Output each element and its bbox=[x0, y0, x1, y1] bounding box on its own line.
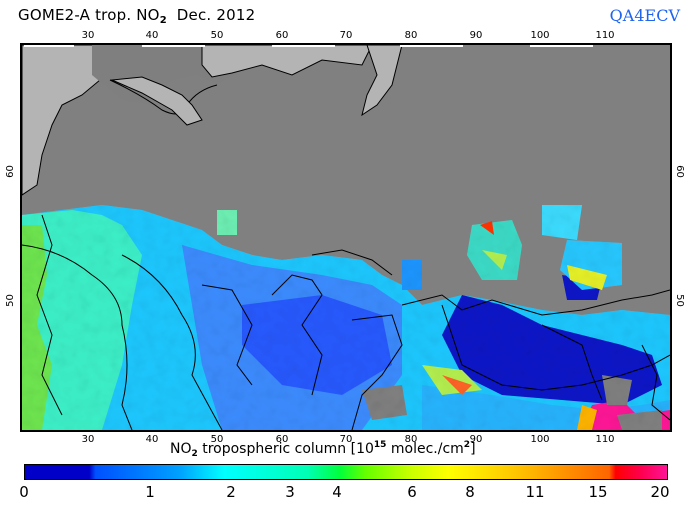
white-sea bbox=[110, 76, 203, 126]
colorbar-tick: 4 bbox=[332, 483, 342, 501]
colorbar-label-unit: molec./cm bbox=[386, 441, 464, 457]
x-tick-bottom: 50 bbox=[210, 434, 224, 445]
x-tick-top: 40 bbox=[145, 30, 159, 41]
y-tick-left: 50 bbox=[4, 294, 16, 307]
colorbar-label-sup: 15 bbox=[373, 440, 387, 450]
frame-segment bbox=[24, 45, 74, 47]
colorbar-label-text: ] bbox=[470, 441, 476, 457]
colorbar-tick: 11 bbox=[525, 483, 545, 501]
title-text: GOME2-A trop. NO bbox=[18, 6, 160, 24]
y-tick-left: 60 bbox=[4, 165, 16, 178]
x-tick-top: 30 bbox=[81, 30, 95, 41]
map-plot bbox=[20, 43, 672, 432]
colorbar-tick: 15 bbox=[588, 483, 608, 501]
colorbar-label-sub: 2 bbox=[191, 449, 198, 459]
x-tick-bottom: 60 bbox=[275, 434, 289, 445]
frame-segment bbox=[530, 45, 593, 47]
chart-title: GOME2-A trop. NO2 Dec. 2012 bbox=[18, 6, 255, 26]
colorbar-tick: 0 bbox=[19, 483, 29, 501]
title-subscript: 2 bbox=[159, 15, 167, 26]
y-tick-right: 60 bbox=[673, 165, 685, 178]
x-tick-top: 70 bbox=[339, 30, 353, 41]
frame-segment bbox=[272, 45, 335, 47]
colorbar-tick: 2 bbox=[226, 483, 236, 501]
colorbar-label-text: NO bbox=[170, 441, 192, 457]
ob-gulf bbox=[361, 45, 403, 117]
frame-segment bbox=[142, 45, 205, 47]
x-tick-bottom: 80 bbox=[404, 434, 418, 445]
colorbar-label: NO2 tropospheric column [1015 molec./cm2… bbox=[170, 440, 476, 459]
colorbar-tick: 3 bbox=[285, 483, 295, 501]
x-tick-top: 90 bbox=[469, 30, 483, 41]
colorbar-tick: 8 bbox=[465, 483, 475, 501]
colorbar-tick: 6 bbox=[407, 483, 417, 501]
no2-data-field bbox=[22, 205, 670, 430]
colorbar-tick: 20 bbox=[650, 483, 670, 501]
y-tick-right: 50 bbox=[673, 294, 685, 307]
no2-map bbox=[22, 45, 670, 430]
x-tick-bottom: 70 bbox=[339, 434, 353, 445]
x-tick-top: 60 bbox=[275, 30, 289, 41]
brand-label: QA4ECV bbox=[609, 6, 680, 25]
barents-sea-coast bbox=[201, 45, 373, 78]
x-tick-bottom: 40 bbox=[145, 434, 159, 445]
x-tick-top: 50 bbox=[210, 30, 224, 41]
title-spacer bbox=[167, 6, 177, 24]
x-tick-top: 110 bbox=[595, 30, 615, 41]
x-tick-top: 80 bbox=[404, 30, 418, 41]
colorbar-label-text: tropospheric column [10 bbox=[197, 441, 374, 457]
x-tick-top: 100 bbox=[530, 30, 550, 41]
x-tick-bottom: 90 bbox=[469, 434, 483, 445]
country-borders bbox=[22, 214, 670, 430]
colorbar-tick: 1 bbox=[145, 483, 155, 501]
colorbar bbox=[24, 464, 668, 480]
title-date: Dec. 2012 bbox=[176, 6, 256, 24]
frame-segment bbox=[400, 45, 463, 47]
colorbar-label-sup: 2 bbox=[463, 440, 471, 450]
x-tick-bottom: 30 bbox=[81, 434, 95, 445]
x-tick-bottom: 110 bbox=[595, 434, 615, 445]
x-tick-bottom: 100 bbox=[530, 434, 550, 445]
